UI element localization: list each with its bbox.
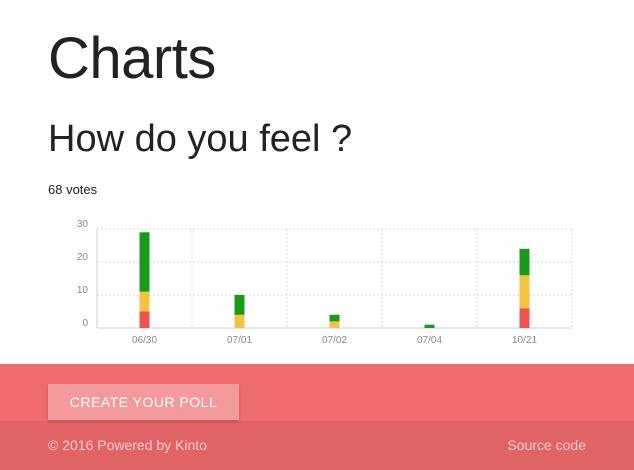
x-tick-label: 07/02	[322, 335, 347, 346]
x-tick-label: 07/01	[227, 335, 252, 346]
x-axis-ticks: 06/30 07/01 07/02 07/04 10/21	[132, 335, 537, 346]
bar-segment	[234, 314, 245, 328]
create-poll-button[interactable]: CREATE YOUR POLL	[48, 384, 239, 420]
bar-segment	[329, 321, 340, 328]
y-tick-label: 20	[77, 252, 89, 263]
votes-chart: 0 10 20 30 06/30 07/01 07/02 07/04 10/21	[77, 219, 573, 346]
y-axis-ticks: 0 10 20 30	[77, 219, 89, 329]
x-tick-label: 06/30	[132, 335, 157, 346]
bar-segment	[424, 324, 435, 328]
bar-segment	[519, 308, 530, 328]
poll-question: How do you feel ?	[48, 118, 353, 160]
copyright-text: © 2016 Powered by Kinto	[48, 437, 207, 453]
bar-segment	[139, 311, 150, 328]
footer-bar	[0, 421, 634, 470]
bar-segment	[519, 248, 530, 276]
source-code-link[interactable]: Source code	[507, 437, 586, 453]
bar-segment	[234, 295, 245, 315]
x-tick-label: 07/04	[417, 335, 442, 346]
vote-count: 68 votes	[48, 182, 98, 197]
bar-segment	[329, 314, 340, 322]
y-tick-label: 0	[82, 318, 88, 329]
x-tick-label: 10/21	[512, 335, 537, 346]
bar-segment	[139, 232, 150, 292]
chart-grid	[96, 228, 573, 329]
chart-bars	[139, 232, 530, 328]
bar-segment	[139, 291, 150, 312]
bar-segment	[519, 275, 530, 309]
page-title: Charts	[48, 26, 216, 91]
y-tick-label: 10	[77, 285, 89, 296]
footer-band	[0, 364, 634, 470]
y-tick-label: 30	[77, 219, 89, 230]
